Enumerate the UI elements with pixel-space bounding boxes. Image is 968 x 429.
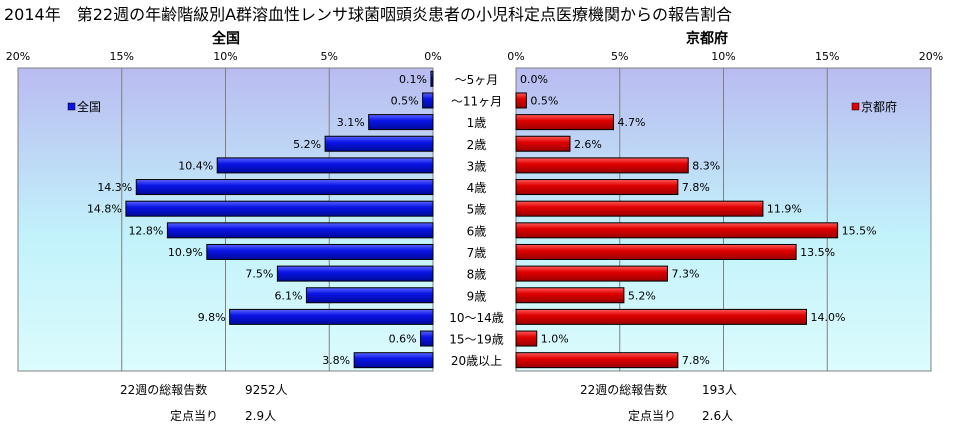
data-label-national: 7.5%	[245, 268, 273, 281]
legend-label-national: 全国	[77, 99, 101, 114]
bar-kyoto	[515, 243, 797, 260]
bar-national	[229, 308, 434, 325]
data-label-national: 0.6%	[389, 333, 417, 346]
bar-kyoto	[515, 200, 764, 217]
bar-kyoto	[515, 135, 571, 152]
bar-national	[276, 265, 434, 282]
category-label: 9歳	[467, 289, 487, 303]
tick-label-kyoto: 0%	[507, 50, 524, 63]
data-label-kyoto: 5.2%	[628, 289, 656, 302]
category-label: 15～19歳	[449, 333, 504, 347]
national-per-site-label: 定点当り	[170, 409, 219, 423]
category-label: 20歳以上	[451, 354, 502, 368]
data-label-national: 3.1%	[337, 116, 365, 129]
tick-label-national: 15%	[110, 50, 134, 63]
national-total-label: 22週の総報告数	[120, 383, 208, 397]
bar-national	[216, 157, 434, 174]
data-label-national: 14.3%	[97, 181, 132, 194]
tick-label-kyoto: 15%	[815, 50, 839, 63]
data-label-national: 10.4%	[178, 159, 213, 172]
data-label-kyoto: 7.8%	[682, 354, 710, 367]
data-label-kyoto: 2.6%	[574, 138, 602, 151]
bar-kyoto	[515, 308, 807, 325]
category-label: ～5ヶ月	[455, 73, 499, 87]
bar-kyoto	[515, 352, 679, 369]
bar-national	[430, 70, 434, 87]
data-label-kyoto: 0.0%	[520, 73, 548, 86]
national-total-value: 9252人	[245, 383, 288, 397]
tick-label-national: 5%	[321, 50, 338, 63]
data-label-national: 0.5%	[391, 94, 419, 107]
bar-kyoto	[515, 222, 839, 239]
category-label: 8歳	[467, 268, 487, 282]
bar-national	[324, 135, 434, 152]
category-label: 10～14歳	[449, 311, 504, 325]
national-per-site-value: 2.9人	[245, 409, 277, 423]
tick-label-national: 20%	[6, 50, 30, 63]
data-label-kyoto: 7.8%	[682, 181, 710, 194]
bar-national	[166, 222, 434, 239]
kyoto-total-label: 22週の総報告数	[580, 383, 668, 397]
data-label-kyoto: 1.0%	[541, 333, 569, 346]
bar-kyoto	[515, 330, 538, 347]
data-label-kyoto: 13.5%	[800, 246, 835, 259]
legend-swatch-national	[67, 102, 76, 111]
tick-label-kyoto: 5%	[611, 50, 628, 63]
tick-label-national: 10%	[213, 50, 237, 63]
category-label: ～11ヶ月	[451, 94, 502, 108]
bar-national	[422, 92, 434, 109]
bar-national	[353, 352, 434, 369]
data-label-national: 9.8%	[198, 311, 226, 324]
panel-title-national: 全国	[212, 31, 240, 47]
data-label-kyoto: 14.0%	[811, 311, 846, 324]
category-label: 4歳	[467, 181, 487, 195]
bar-kyoto	[515, 92, 527, 109]
tick-label-national: 0%	[424, 50, 441, 63]
category-label: 6歳	[467, 224, 487, 238]
bar-national	[368, 114, 434, 131]
category-label: 1歳	[467, 116, 487, 130]
data-label-national: 6.1%	[274, 289, 302, 302]
kyoto-total-value: 193人	[702, 383, 737, 397]
data-label-kyoto: 4.7%	[618, 116, 646, 129]
data-label-kyoto: 7.3%	[671, 268, 699, 281]
tick-label-kyoto: 10%	[711, 50, 735, 63]
bar-national	[206, 243, 434, 260]
bar-national	[420, 330, 434, 347]
data-label-kyoto: 11.9%	[767, 203, 802, 216]
category-label: 3歳	[467, 159, 487, 173]
data-label-national: 10.9%	[168, 246, 203, 259]
data-label-national: 0.1%	[399, 73, 427, 86]
bar-kyoto	[515, 265, 668, 282]
bar-national	[125, 200, 434, 217]
data-label-national: 5.2%	[293, 138, 321, 151]
kyoto-per-site-label: 定点当り	[628, 409, 677, 423]
data-label-kyoto: 8.3%	[692, 159, 720, 172]
data-label-kyoto: 15.5%	[842, 224, 877, 237]
bar-kyoto	[515, 114, 615, 131]
category-label: 5歳	[467, 203, 487, 217]
category-label: 7歳	[467, 246, 487, 260]
data-label-national: 3.8%	[322, 354, 350, 367]
data-label-kyoto: 0.5%	[530, 94, 558, 107]
data-label-national: 14.8%	[87, 203, 122, 216]
bar-national	[305, 287, 434, 304]
bar-kyoto	[515, 287, 625, 304]
category-label: 2歳	[467, 138, 487, 152]
legend-swatch-kyoto	[851, 102, 860, 111]
bar-kyoto	[515, 157, 689, 174]
tick-label-kyoto: 20%	[919, 50, 943, 63]
chart-title: 2014年 第22週の年齢階級別A群溶血性レンサ球菌咽頭炎患者の小児科定点医療機…	[4, 5, 733, 24]
panel-title-kyoto: 京都府	[686, 31, 728, 47]
kyoto-per-site-value: 2.6人	[702, 409, 734, 423]
bar-national	[135, 179, 434, 196]
legend-label-kyoto: 京都府	[861, 99, 897, 114]
bar-kyoto	[515, 179, 679, 196]
data-label-national: 12.8%	[128, 224, 163, 237]
